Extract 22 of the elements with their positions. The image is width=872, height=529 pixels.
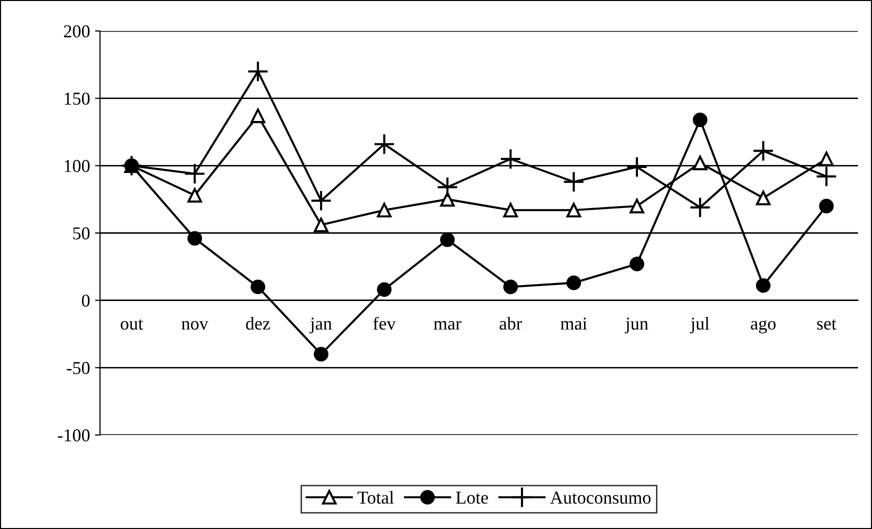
y-tick-label: 150 — [64, 92, 90, 105]
y-tick-label: 0 — [82, 294, 90, 307]
legend-label: Autoconsumo — [550, 492, 651, 504]
x-tick-label: nov — [182, 321, 208, 330]
y-tick-label: -50 — [66, 362, 90, 374]
y-tick-label: 50 — [73, 227, 90, 240]
x-tick-label: mai — [560, 318, 587, 330]
x-tick-label: abr — [500, 317, 522, 330]
legend-label: Lote — [456, 492, 488, 504]
x-tick-label: dez — [246, 317, 270, 330]
x-tick-label: jan — [310, 318, 332, 334]
y-tick-label: 200 — [64, 25, 90, 38]
x-tick-label: ago — [750, 320, 776, 334]
x-tick-label: mar — [434, 321, 462, 330]
x-tick-label: jul — [690, 317, 710, 334]
x-tick-label: out — [120, 319, 144, 330]
x-tick-label: jun — [624, 318, 648, 334]
x-tick-label: set — [817, 319, 836, 330]
x-tick-label: fev — [373, 316, 396, 330]
y-tick-label: -100 — [58, 429, 90, 442]
y-tick-label: 100 — [64, 160, 90, 172]
legend-label: Total — [358, 491, 394, 504]
